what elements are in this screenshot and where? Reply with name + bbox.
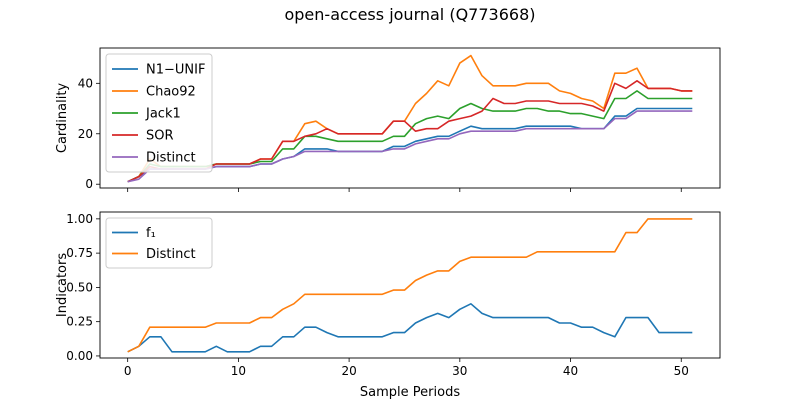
x-tick-label: 20 [341, 364, 356, 378]
series-line-2-2 [127, 218, 693, 353]
y-tick-label: 40 [78, 76, 93, 90]
panel-2: 0 10 20 30 40 50 0.00 0.25 0.50 0.75 1.00 Indicator… [55, 211, 721, 378]
x-axis-label: Sample Periods [360, 385, 460, 400]
legend-box [105, 217, 213, 269]
legend-label-5: Distinct [146, 151, 196, 166]
legend-label-1: f₁ [146, 226, 156, 241]
figure-title: open-access journal (Q773668) [284, 5, 535, 24]
series-line-1-4 [127, 80, 693, 183]
y-tick-label: 1.00 [66, 212, 93, 226]
x-tick-label: 30 [452, 364, 467, 378]
legend-label-2: Distinct [146, 247, 196, 262]
legend: N1−UNIF Chao92 Jack1 SOR Distinct [105, 53, 213, 173]
x-tick-label: 40 [563, 364, 578, 378]
legend-box [105, 53, 213, 173]
y-axis-label: Cardinality [55, 83, 70, 154]
legend-label-1: N1−UNIF [146, 63, 205, 78]
x-tick-label: 50 [674, 364, 689, 378]
y-tick-label: 0.50 [66, 280, 93, 294]
y-axis-label: Indicators [55, 253, 70, 317]
x-tick-label: 0 [124, 364, 132, 378]
series-line-2-1 [127, 302, 693, 353]
y-tick-label: 0.00 [66, 349, 93, 363]
y-tick-label: 20 [78, 127, 93, 141]
y-tick-label: 0.25 [66, 315, 93, 329]
x-tick-label: 10 [231, 364, 246, 378]
plot-frame [99, 47, 721, 189]
plot-frame [99, 211, 721, 359]
legend: f₁ Distinct [105, 217, 213, 269]
y-tick-label: 0 [85, 177, 93, 191]
legend-label-3: Jack1 [145, 107, 181, 122]
y-tick-label: 0.75 [66, 246, 93, 260]
series-line-1-5 [127, 110, 693, 183]
legend-label-4: SOR [146, 129, 174, 144]
legend-label-2: Chao92 [146, 85, 196, 100]
panel-1: 0 20 40 Cardinality N1−UNIF Chao92 Jack1 SOR Dis… [55, 47, 721, 192]
